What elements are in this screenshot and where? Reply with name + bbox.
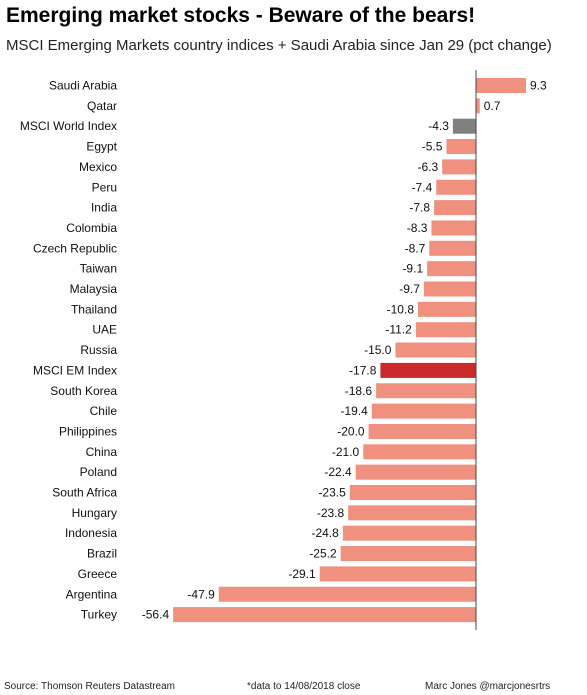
value-label-saudi-arabia: 9.3 (530, 79, 547, 93)
category-label-argentina: Argentina (66, 587, 118, 601)
value-label-qatar: 0.7 (484, 99, 501, 113)
chart-title: Emerging market stocks - Beware of the b… (6, 4, 476, 27)
value-label-india: -7.8 (409, 201, 430, 215)
bar-msci-world-index (452, 118, 476, 134)
value-label-china: -21.0 (332, 445, 360, 459)
bar-mexico (442, 159, 476, 175)
bar-india (434, 200, 476, 216)
bar-argentina (218, 586, 477, 602)
value-label-turkey: -56.4 (142, 608, 170, 622)
category-label-malaysia: Malaysia (70, 282, 118, 296)
value-label-indonesia: -24.8 (311, 526, 339, 540)
category-label-hungary: Hungary (72, 506, 117, 520)
value-label-south-korea: -18.6 (345, 384, 373, 398)
bar-chile (371, 403, 476, 419)
category-label-indonesia: Indonesia (65, 526, 117, 540)
category-label-peru: Peru (92, 180, 117, 194)
bar-south-korea (376, 383, 476, 399)
value-label-msci-world-index: -4.3 (428, 119, 449, 133)
value-label-thailand: -10.8 (387, 302, 415, 316)
bar-chart: Saudi Arabia 9.3 Qatar 0.7 MSCI World Index -… (20, 70, 547, 630)
bar-czech-republic (429, 240, 476, 256)
value-label-mexico: -6.3 (417, 160, 438, 174)
bar-peru (436, 179, 476, 195)
bar-brazil (340, 546, 476, 562)
bar-thailand (418, 301, 476, 317)
bar-malaysia (423, 281, 476, 297)
value-label-philippines: -20.0 (337, 424, 365, 438)
category-label-brazil: Brazil (87, 547, 117, 561)
category-label-taiwan: Taiwan (80, 262, 117, 276)
value-label-colombia: -8.3 (407, 221, 428, 235)
value-label-russia: -15.0 (364, 343, 392, 357)
bar-turkey (173, 607, 476, 623)
category-label-chile: Chile (90, 404, 118, 418)
bar-uae (415, 322, 476, 338)
bar-philippines (368, 423, 476, 439)
source-note: Source: Thomson Reuters Datastream (4, 681, 176, 692)
category-label-poland: Poland (80, 465, 117, 479)
category-label-msci-em-index: MSCI EM Index (33, 363, 117, 377)
value-label-argentina: -47.9 (187, 587, 215, 601)
category-label-thailand: Thailand (71, 302, 117, 316)
value-label-malaysia: -9.7 (399, 282, 420, 296)
bar-taiwan (427, 261, 476, 277)
bar-colombia (431, 220, 476, 236)
bar-china (363, 444, 476, 460)
category-label-south-africa: South Africa (52, 486, 117, 500)
bar-greece (319, 566, 476, 582)
value-label-uae: -11.2 (385, 323, 412, 337)
bar-saudi-arabia (476, 78, 526, 93)
category-label-china: China (86, 445, 118, 459)
bar-poland (355, 464, 476, 480)
bar-msci-em-index (380, 362, 476, 378)
category-label-turkey: Turkey (81, 608, 117, 622)
bar-indonesia (342, 525, 476, 541)
value-label-south-africa: -23.5 (318, 486, 346, 500)
category-label-south-korea: South Korea (50, 384, 117, 398)
value-label-brazil: -25.2 (309, 547, 337, 561)
category-label-colombia: Colombia (66, 221, 117, 235)
value-label-czech-republic: -8.7 (405, 241, 426, 255)
bar-hungary (348, 505, 476, 521)
chart-subtitle: MSCI Emerging Markets country indices + … (6, 37, 552, 54)
value-label-greece: -29.1 (288, 567, 316, 581)
category-label-saudi-arabia: Saudi Arabia (49, 79, 117, 93)
data-date-note: *data to 14/08/2018 close (247, 681, 361, 692)
category-label-russia: Russia (80, 343, 117, 357)
category-label-india: India (91, 201, 117, 215)
category-label-egypt: Egypt (86, 140, 117, 154)
value-label-hungary: -23.8 (317, 506, 345, 520)
bar-egypt (446, 139, 476, 155)
category-label-msci-world-index: MSCI World Index (20, 119, 117, 133)
bar-russia (395, 342, 476, 358)
category-label-mexico: Mexico (79, 160, 117, 174)
category-label-philippines: Philippines (59, 424, 117, 438)
value-label-egypt: -5.5 (422, 140, 443, 154)
value-label-msci-em-index: -17.8 (349, 363, 377, 377)
category-label-czech-republic: Czech Republic (33, 241, 117, 255)
category-label-greece: Greece (78, 567, 118, 581)
bar-south-africa (349, 485, 476, 500)
bar-qatar (476, 98, 480, 114)
category-label-qatar: Qatar (87, 99, 117, 113)
value-label-chile: -19.4 (340, 404, 368, 418)
author-credit: Marc Jones @marcjonesrtrs (425, 681, 551, 692)
category-label-uae: UAE (92, 323, 117, 337)
value-label-peru: -7.4 (412, 180, 433, 194)
value-label-taiwan: -9.1 (402, 262, 423, 276)
value-label-poland: -22.4 (324, 465, 352, 479)
